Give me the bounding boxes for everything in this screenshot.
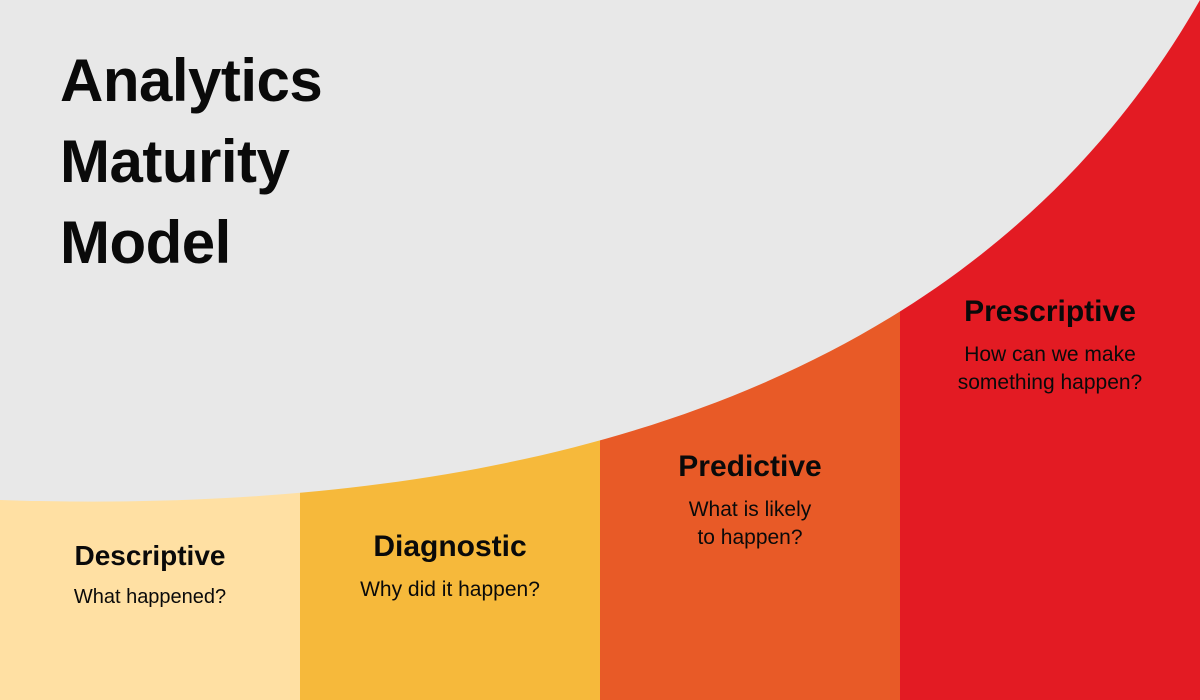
infographic-canvas: DescriptiveWhat happened?DiagnosticWhy d… (0, 0, 1200, 700)
page-title-line: Maturity (60, 121, 322, 202)
page-title-line: Analytics (60, 40, 322, 121)
page-title: AnalyticsMaturityModel (60, 40, 322, 283)
page-title-line: Model (60, 202, 322, 283)
